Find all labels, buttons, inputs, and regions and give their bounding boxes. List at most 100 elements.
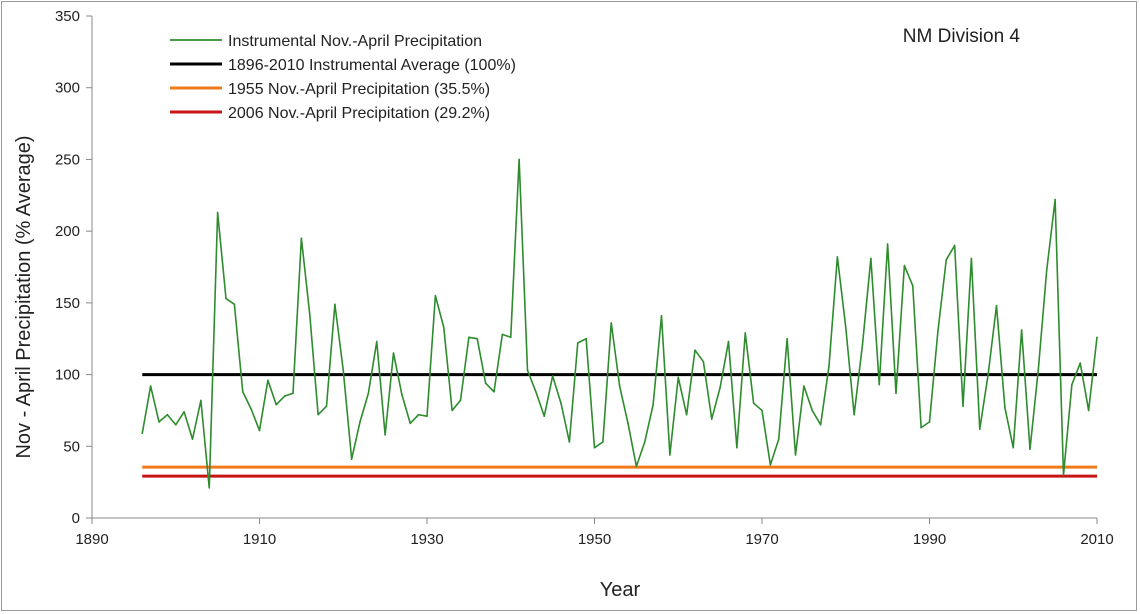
precipitation-point — [953, 244, 956, 247]
legend-entry-3: 2006 Nov.-April Precipitation (29.2%) — [170, 105, 490, 122]
precipitation-point — [476, 337, 479, 340]
legend: Instrumental Nov.-April Precipitation 189… — [170, 33, 516, 122]
precipitation-point — [459, 399, 462, 402]
precipitation-point — [1012, 446, 1015, 449]
legend-label: 1896-2010 Instrumental Average (100%) — [228, 57, 516, 74]
precipitation-point — [886, 243, 889, 245]
precipitation-point — [367, 392, 370, 395]
precipitation-point — [501, 333, 504, 336]
precipitation-point — [585, 337, 587, 340]
precipitation-point — [769, 464, 772, 466]
precipitation-point — [903, 264, 906, 267]
precipitation-point — [317, 413, 319, 416]
division-annotation: NM Division 4 — [903, 26, 1021, 47]
y-tick-label: 200 — [55, 223, 80, 240]
x-axis-title: Year — [600, 579, 641, 601]
precipitation-point — [752, 402, 755, 405]
precipitation-point — [727, 340, 730, 343]
precipitation-point — [945, 259, 948, 261]
legend-label: 1955 Nov.-April Precipitation (35.5%) — [228, 81, 490, 98]
precipitation-point — [342, 369, 345, 372]
precipitation-point — [509, 336, 512, 339]
precipitation-point — [216, 211, 219, 214]
precipitation-point — [844, 326, 847, 329]
precipitation-point — [1004, 406, 1006, 409]
precipitation-point — [836, 256, 839, 258]
precipitation-point — [191, 438, 194, 440]
precipitation-point — [853, 413, 855, 416]
precipitation-point — [995, 304, 998, 307]
legend-label: 2006 Nov.-April Precipitation (29.2%) — [228, 105, 490, 122]
precipitation-point — [535, 390, 537, 393]
y-tick-label: 0 — [72, 510, 80, 527]
precipitation-point — [736, 446, 738, 449]
precipitation-point — [627, 422, 629, 425]
y-tick-label: 250 — [55, 151, 80, 168]
legend-entry-2: 1955 Nov.-April Precipitation (35.5%) — [170, 81, 490, 98]
precipitation-point — [593, 446, 596, 449]
precipitation-point — [409, 422, 412, 425]
precipitation-point — [677, 376, 680, 379]
precipitation-point — [761, 409, 763, 412]
precipitation-point — [518, 158, 520, 161]
precipitation-point — [283, 395, 286, 397]
y-tick-label: 150 — [55, 295, 80, 312]
precipitation-point — [1087, 409, 1090, 412]
precipitation-point — [1054, 198, 1056, 201]
precipitation-point — [1062, 474, 1065, 476]
y-tick-label: 300 — [55, 80, 80, 97]
precipitation-point — [225, 297, 227, 300]
precipitation-point — [937, 330, 939, 333]
precipitation-point — [643, 441, 646, 443]
precipitation-point — [401, 393, 403, 396]
precipitation-point — [978, 428, 981, 430]
precipitation-point — [484, 382, 487, 384]
precipitation-point — [149, 385, 152, 387]
x-tick-label: 1930 — [410, 531, 443, 548]
precipitation-point — [719, 386, 721, 389]
precipitation-point — [878, 383, 881, 386]
precipitation-point — [543, 415, 546, 417]
precipitation-point — [258, 429, 261, 432]
precipitation-point — [417, 413, 420, 416]
precipitation-point — [451, 409, 453, 412]
precipitation-point — [744, 332, 747, 334]
precipitation-point — [1071, 383, 1073, 386]
precipitation-point — [300, 237, 303, 240]
y-tick-label: 100 — [55, 367, 80, 384]
precipitation-point — [325, 405, 328, 407]
x-tick-label: 1970 — [745, 531, 778, 548]
precipitation-point — [334, 303, 336, 306]
precipitation-point — [158, 421, 160, 423]
precipitation-point — [870, 257, 872, 260]
precipitation-point — [987, 373, 989, 376]
precipitation-point — [694, 349, 696, 351]
precipitation-point — [610, 322, 613, 324]
precipitation-point — [685, 413, 688, 416]
x-tick-label: 1890 — [75, 531, 108, 548]
precipitation-point — [660, 314, 663, 317]
precipitation-point — [1045, 269, 1048, 271]
y-ticks: 0 50 100 150 200 250 300 350 — [55, 8, 92, 527]
precipitation-point — [635, 465, 638, 468]
precipitation-point — [434, 294, 437, 297]
precipitation-series-line — [141, 158, 1098, 489]
x-ticks: 1890 1910 1930 1950 1970 1990 2010 — [75, 518, 1114, 548]
precipitation-point — [970, 257, 973, 260]
y-axis-title: Nov - April Precipitation (% Average) — [13, 135, 35, 458]
precipitation-point — [618, 385, 621, 387]
precipitation-point — [861, 343, 864, 346]
precipitation-point — [468, 336, 470, 339]
precipitation-point — [568, 441, 571, 443]
precipitation-point — [777, 438, 780, 440]
precipitation-point — [1079, 362, 1082, 364]
precipitation-point — [811, 409, 814, 412]
precipitation-point — [1020, 329, 1023, 331]
precipitation-point — [308, 313, 311, 316]
precipitation-point — [962, 405, 964, 407]
precipitation-point — [895, 392, 897, 395]
precipitation-point — [350, 458, 353, 460]
series-layer — [141, 158, 1098, 489]
precipitation-point — [174, 423, 177, 426]
precipitation-point — [384, 434, 386, 436]
